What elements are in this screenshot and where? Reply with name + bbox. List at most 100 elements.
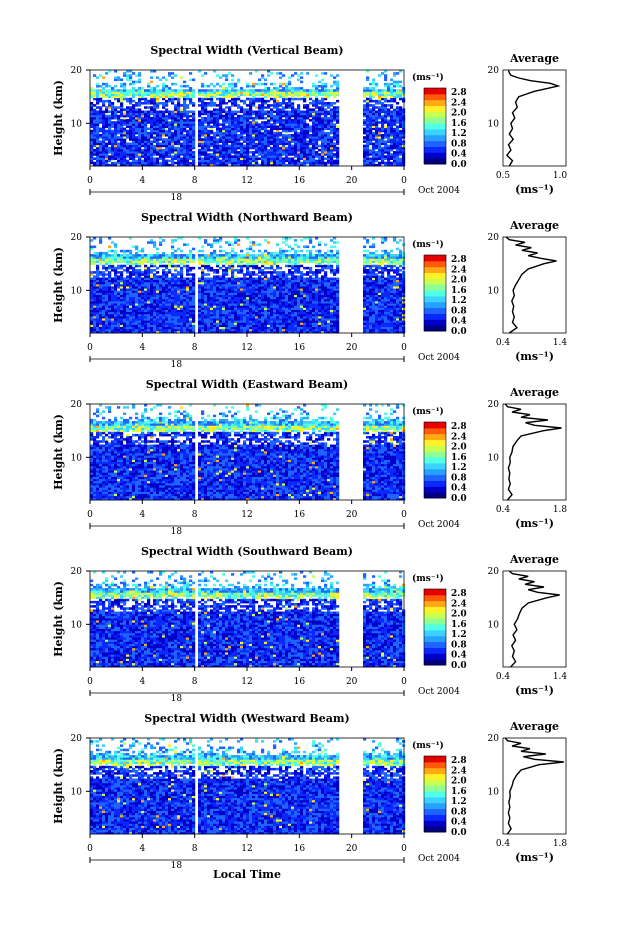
- heatmap-cell: [126, 160, 129, 163]
- heatmap-cell: [336, 106, 339, 109]
- heatmap-cell: [99, 98, 102, 101]
- heatmap-cell: [177, 265, 180, 268]
- heatmap-cell: [102, 83, 105, 86]
- heatmap-cell: [255, 111, 258, 114]
- heatmap-cell: [276, 125, 279, 128]
- heatmap-cell: [198, 111, 201, 114]
- heatmap-cell: [147, 100, 150, 103]
- heatmap-cell: [291, 157, 294, 160]
- heatmap-cell: [321, 79, 324, 82]
- heatmap-cell: [126, 119, 129, 122]
- heatmap-cell: [312, 83, 315, 86]
- x-tick-label: 0: [401, 176, 407, 186]
- heatmap-cell: [129, 98, 132, 101]
- heatmap-cell: [324, 132, 327, 135]
- heatmap-cell: [159, 89, 162, 92]
- heatmap-cell: [105, 100, 108, 103]
- heatmap-cell: [129, 271, 132, 274]
- heatmap-cell: [264, 121, 267, 124]
- heatmap-cell: [243, 100, 246, 103]
- heatmap-cell: [282, 134, 285, 137]
- heatmap-cell: [96, 76, 99, 79]
- heatmap-cell: [183, 243, 186, 246]
- heatmap-cell: [219, 160, 222, 163]
- heatmap-cell: [375, 89, 378, 92]
- heatmap-cell: [183, 278, 186, 281]
- heatmap-cell: [135, 136, 138, 139]
- heatmap-cell: [204, 89, 207, 92]
- heatmap-cell: [144, 111, 147, 114]
- heatmap-cell: [183, 254, 186, 257]
- heatmap-cell: [375, 83, 378, 86]
- heatmap-cell: [93, 271, 96, 274]
- heatmap-cell: [213, 132, 216, 135]
- heatmap-cell: [258, 79, 261, 82]
- heatmap-cell: [336, 147, 339, 150]
- heatmap-cell: [330, 89, 333, 92]
- heatmap-cell: [210, 89, 213, 92]
- heatmap-cell: [123, 278, 126, 281]
- heatmap-cell: [207, 111, 210, 114]
- heatmap-cell: [180, 250, 183, 253]
- heatmap-cell: [159, 275, 162, 278]
- heatmap-cell: [300, 72, 303, 75]
- colorbar-tick-label: 2.8: [451, 88, 467, 98]
- heatmap-cell: [114, 162, 117, 165]
- heatmap-cell: [375, 106, 378, 109]
- heatmap-cell: [258, 123, 261, 126]
- heatmap-cell: [255, 83, 258, 86]
- heatmap-cell: [150, 140, 153, 143]
- heatmap-cell: [381, 147, 384, 150]
- heatmap-cell: [282, 119, 285, 122]
- heatmap-cell: [111, 241, 114, 244]
- heatmap-cell: [174, 239, 177, 242]
- heatmap-cell: [216, 275, 219, 278]
- heatmap-cell: [285, 111, 288, 114]
- heatmap-cell: [93, 89, 96, 92]
- heatmap-cell: [222, 254, 225, 257]
- heatmap-cell: [372, 100, 375, 103]
- heatmap-cell: [153, 254, 156, 257]
- heatmap-cell: [231, 79, 234, 82]
- heatmap-cell: [168, 254, 171, 257]
- heatmap-cell: [117, 89, 120, 92]
- heatmap-cell: [150, 117, 153, 120]
- heatmap-cell: [168, 72, 171, 75]
- heatmap-cell: [93, 74, 96, 77]
- average-x-axis-label: (ms⁻¹): [515, 183, 554, 196]
- heatmap-cell: [279, 72, 282, 75]
- colorbar-tick-label: 1.6: [451, 119, 467, 129]
- heatmap-cell: [321, 98, 324, 101]
- heatmap-cell: [318, 153, 321, 156]
- heatmap-cell: [285, 83, 288, 86]
- heatmap-cell: [162, 76, 165, 79]
- heatmap-cell: [180, 85, 183, 88]
- heatmap-cell: [186, 254, 189, 257]
- x-tick-label: 8: [192, 176, 198, 186]
- heatmap-cell: [252, 151, 255, 154]
- heatmap-cell: [138, 79, 141, 82]
- heatmap-cell: [114, 85, 117, 88]
- heatmap-cell: [264, 111, 267, 114]
- heatmap-cell: [324, 83, 327, 86]
- heatmap-cell: [201, 83, 204, 86]
- heatmap-cell: [90, 130, 93, 133]
- heatmap-cell: [219, 98, 222, 101]
- heatmap-cell: [381, 102, 384, 105]
- heatmap-cell: [213, 108, 216, 111]
- heatmap-cell: [207, 273, 210, 276]
- heatmap-cell: [165, 271, 168, 274]
- heatmap-cell: [234, 89, 237, 92]
- heatmap-cell: [120, 254, 123, 257]
- heatmap-cell: [330, 102, 333, 105]
- heatmap-cell: [186, 243, 189, 246]
- heatmap-cell: [114, 267, 117, 270]
- heatmap-cell: [135, 74, 138, 77]
- heatmap-cell: [363, 119, 366, 122]
- heatmap-cell: [318, 85, 321, 88]
- heatmap-cell: [225, 241, 228, 244]
- heatmap-cell: [147, 111, 150, 114]
- colorbar-swatch: [424, 123, 446, 129]
- heatmap-cell: [126, 74, 129, 77]
- heatmap-cell: [201, 117, 204, 120]
